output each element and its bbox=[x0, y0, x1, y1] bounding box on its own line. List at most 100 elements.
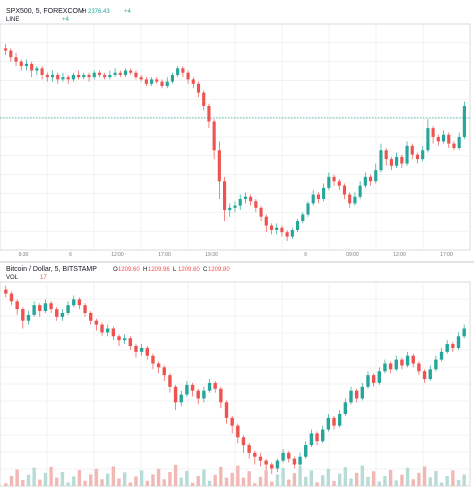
candle-body bbox=[15, 301, 19, 310]
volume-bar bbox=[411, 479, 415, 486]
candle-body bbox=[452, 143, 456, 149]
candle-body bbox=[117, 336, 121, 341]
volume-bar bbox=[139, 470, 144, 486]
candle-body bbox=[360, 386, 365, 399]
candle-body bbox=[342, 185, 347, 195]
candle-body bbox=[43, 303, 48, 312]
spx500-change: +4 bbox=[124, 9, 132, 15]
candle-body bbox=[207, 382, 212, 391]
volume-bar bbox=[439, 482, 444, 486]
candle-body bbox=[439, 351, 444, 360]
spx500-chart-panel[interactable]: 9:30 6 12:00 17:00 19:30 9 09:00 12:00 17:00 bbox=[0, 23, 474, 263]
bitcoin-low-value: 1209.60 bbox=[178, 267, 200, 273]
candle-body bbox=[191, 79, 195, 84]
volume-bar bbox=[162, 479, 166, 486]
volume-bar bbox=[343, 467, 348, 486]
candle-body bbox=[155, 79, 159, 82]
volume-bar bbox=[321, 475, 325, 486]
candle-body bbox=[379, 150, 383, 171]
bitcoin-title: Bitcoin / Dollar, 5, BITSTAMP bbox=[6, 266, 97, 273]
volume-bar bbox=[377, 481, 381, 486]
volume-bar bbox=[100, 479, 104, 486]
volume-bar bbox=[304, 476, 308, 486]
bitcoin-chart-panel[interactable] bbox=[0, 281, 471, 487]
candle-body bbox=[83, 305, 87, 313]
candle-body bbox=[196, 390, 200, 399]
volume-bar bbox=[117, 478, 121, 486]
candle-body bbox=[4, 48, 8, 51]
candle-body bbox=[287, 452, 291, 459]
candle-body bbox=[383, 363, 387, 372]
volume-bar bbox=[43, 472, 48, 486]
candle-body bbox=[447, 134, 451, 144]
volume-bar bbox=[21, 480, 25, 486]
candle-body bbox=[94, 320, 99, 325]
candle-body bbox=[92, 72, 96, 78]
candle-body bbox=[151, 355, 155, 364]
candle-body bbox=[388, 363, 393, 370]
volume-bar bbox=[428, 477, 432, 486]
volume-bar bbox=[145, 480, 149, 486]
candle-body bbox=[269, 225, 274, 230]
spx500-indicator-label: LINE bbox=[6, 17, 19, 23]
volume-bar bbox=[122, 472, 127, 486]
x-tick-label: 09:00 bbox=[346, 252, 359, 258]
candle-body bbox=[181, 68, 185, 73]
candle-body bbox=[217, 150, 221, 182]
volume-bar bbox=[156, 468, 161, 486]
candle-body bbox=[368, 176, 373, 182]
candle-body bbox=[422, 371, 427, 380]
candle-body bbox=[371, 375, 376, 383]
candle-body bbox=[139, 77, 143, 80]
volume-bar bbox=[241, 477, 246, 486]
candle-body bbox=[400, 156, 404, 164]
bitcoin-open-label: O bbox=[113, 267, 118, 273]
x-tick-label: 6 bbox=[69, 252, 72, 258]
candle-body bbox=[321, 429, 325, 442]
candle-body bbox=[32, 305, 36, 315]
candle-body bbox=[236, 425, 240, 438]
volume-bar bbox=[422, 466, 427, 486]
volume-bar bbox=[360, 465, 365, 486]
x-tick-label: 12:00 bbox=[111, 252, 124, 258]
candle-body bbox=[332, 176, 336, 182]
candle-body bbox=[72, 299, 76, 306]
candle-body bbox=[77, 74, 81, 78]
volume-bar bbox=[371, 471, 376, 486]
volume-bar bbox=[94, 468, 99, 486]
candle-body bbox=[431, 128, 435, 137]
candle-body bbox=[156, 363, 161, 368]
candle-body bbox=[82, 74, 86, 78]
candle-body bbox=[243, 196, 247, 199]
volume-bar bbox=[337, 473, 342, 486]
candle-body bbox=[411, 355, 415, 364]
volume-bar bbox=[417, 472, 421, 486]
candle-body bbox=[270, 464, 274, 469]
x-tick-label: 19:30 bbox=[205, 252, 218, 258]
volume-bar bbox=[451, 470, 455, 486]
volume-bar bbox=[111, 466, 116, 486]
volume-bar bbox=[236, 465, 240, 486]
candle-body bbox=[363, 176, 367, 186]
candle-body bbox=[389, 159, 393, 166]
candle-body bbox=[150, 79, 154, 84]
candle-body bbox=[170, 74, 175, 82]
volume-bar bbox=[128, 482, 133, 486]
volume-bar bbox=[332, 480, 336, 486]
candle-body bbox=[337, 414, 342, 426]
x-tick-label: 17:00 bbox=[440, 252, 453, 258]
candle-body bbox=[61, 77, 65, 80]
spx500-high-value: 2376.43 bbox=[88, 9, 110, 15]
candle-body bbox=[230, 417, 234, 426]
candle-body bbox=[24, 63, 29, 67]
candle-body bbox=[186, 72, 190, 80]
volume-bar bbox=[247, 471, 251, 486]
candle-body bbox=[285, 232, 289, 237]
volume-bar bbox=[89, 474, 93, 486]
candle-body bbox=[87, 74, 91, 78]
volume-bar bbox=[434, 470, 438, 486]
volume-bar bbox=[298, 466, 302, 486]
candle-body bbox=[315, 433, 319, 442]
candle-body bbox=[89, 312, 93, 321]
